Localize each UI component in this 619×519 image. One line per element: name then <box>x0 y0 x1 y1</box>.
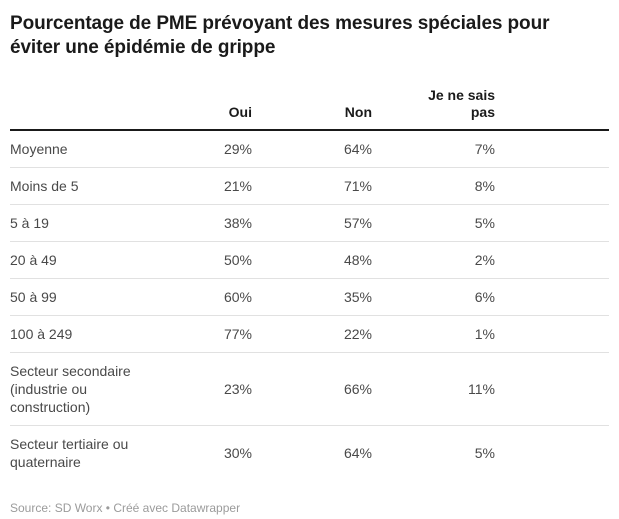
table-row: Secteur tertiaire ou quaternaire 30% 64% 5% <box>10 426 609 481</box>
table-row: 20 à 49 50% 48% 2% <box>10 241 609 279</box>
spacer-header <box>495 87 609 131</box>
row-label: 50 à 99 <box>10 278 160 316</box>
column-header-oui: Oui <box>160 87 252 131</box>
cell-value: 30% <box>223 445 252 461</box>
spacer-cell <box>495 130 609 168</box>
spacer-cell <box>495 278 609 316</box>
column-header-label: Oui <box>228 104 252 120</box>
row-label: Secteur tertiaire ou quaternaire <box>10 436 129 470</box>
cell-value: 8% <box>372 167 495 205</box>
cell-value: 5% <box>474 445 495 461</box>
table-body: Moyenne 29% 64% 7% Moins de 5 21% 71% 8% 5 à 19 3… <box>10 130 609 480</box>
cell-value: 22% <box>252 315 372 353</box>
row-label: 20 à 49 <box>10 241 160 279</box>
column-header-label: Non <box>344 104 372 120</box>
table-row: Moins de 5 21% 71% 8% <box>10 167 609 205</box>
row-label: 100 à 249 <box>10 315 160 353</box>
cell-value: 60% <box>160 278 252 316</box>
cell-value: 35% <box>252 278 372 316</box>
cell-value: 57% <box>252 204 372 242</box>
table-header: Oui Non Je ne sais pas <box>10 87 609 131</box>
table-row: 100 à 249 77% 22% 1% <box>10 315 609 353</box>
column-header-je-ne-sais-pas: Je ne sais pas <box>372 87 495 131</box>
spacer-cell <box>495 352 609 426</box>
cell-value: 2% <box>372 241 495 279</box>
cell-value: 64% <box>252 130 372 168</box>
spacer-cell <box>495 315 609 353</box>
spacer-cell <box>495 204 609 242</box>
spacer-cell <box>495 167 609 205</box>
cell-value: 48% <box>252 241 372 279</box>
cell-value: 21% <box>160 167 252 205</box>
cell-value: 23% <box>160 352 252 426</box>
cell-value: 64% <box>343 445 372 461</box>
row-label: Moins de 5 <box>10 167 160 205</box>
cell-value: 1% <box>372 315 495 353</box>
table-row: Secteur secondaire (industrie ou constru… <box>10 352 609 426</box>
cell-value: 29% <box>160 130 252 168</box>
cell-value: 77% <box>160 315 252 353</box>
header-row: Oui Non Je ne sais pas <box>10 87 609 131</box>
row-label: Moyenne <box>10 130 160 168</box>
row-label-header <box>10 87 160 131</box>
cell-value: 6% <box>372 278 495 316</box>
cell-value: 66% <box>252 352 372 426</box>
table-row: Moyenne 29% 64% 7% <box>10 130 609 168</box>
column-header-label: Je ne sais pas <box>428 87 495 120</box>
cell-value: 50% <box>160 241 252 279</box>
column-header-non: Non <box>252 87 372 131</box>
chart-title: Pourcentage de PME prévoyant des mesures… <box>10 13 550 58</box>
data-table: Oui Non Je ne sais pas Moyenne 29% 64% 7% Mo… <box>10 87 609 480</box>
spacer-cell <box>495 241 609 279</box>
spacer-cell <box>495 426 609 481</box>
cell-value: 11% <box>372 352 495 426</box>
row-label: Secteur secondaire (industrie ou constru… <box>10 352 160 426</box>
row-label: 5 à 19 <box>10 204 160 242</box>
cell-value: 71% <box>252 167 372 205</box>
table-row: 50 à 99 60% 35% 6% <box>10 278 609 316</box>
cell-value: 7% <box>372 130 495 168</box>
table-row: 5 à 19 38% 57% 5% <box>10 204 609 242</box>
source-line: Source: SD Worx • Créé avec Datawrapper <box>10 501 241 515</box>
cell-value: 38% <box>160 204 252 242</box>
cell-value: 5% <box>372 204 495 242</box>
